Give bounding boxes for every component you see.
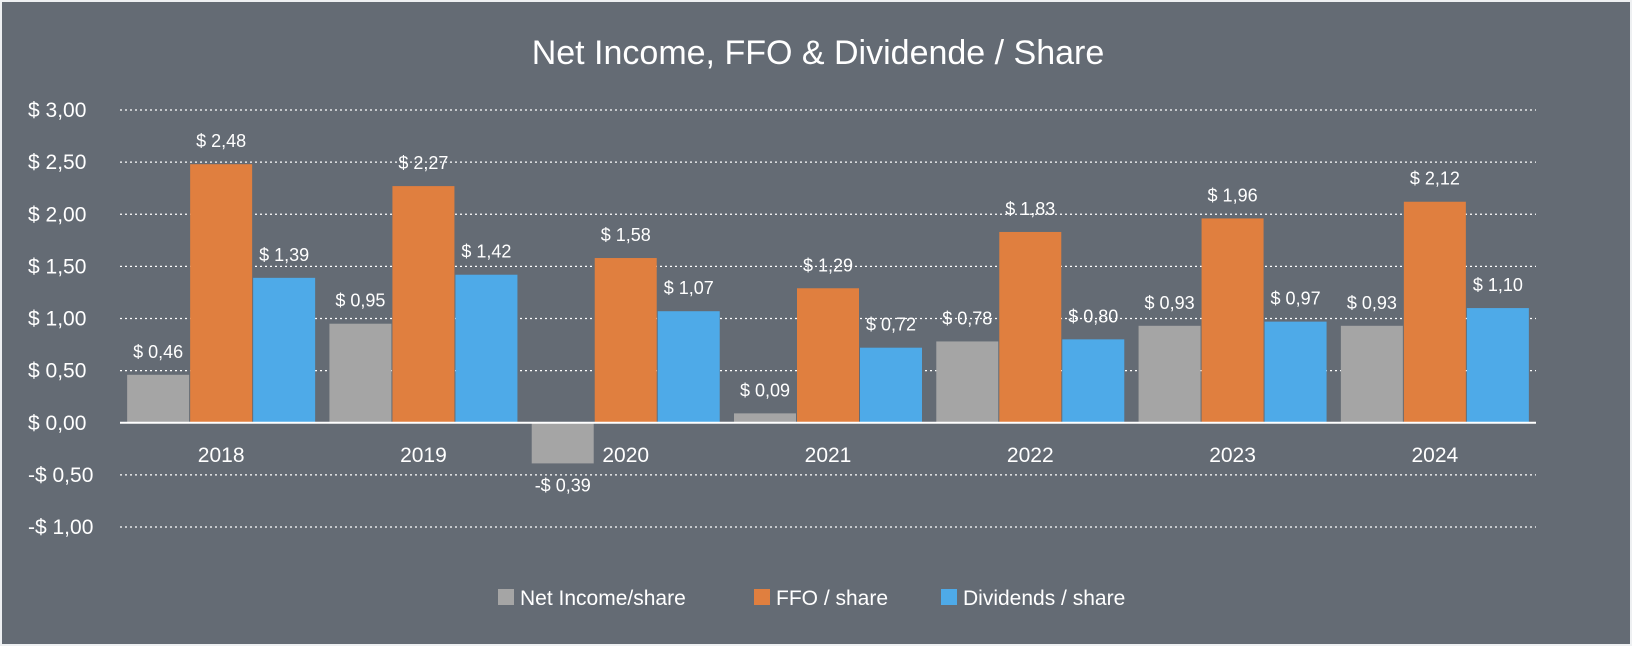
data-label: $ 0,78 (942, 308, 992, 328)
chart-title: Net Income, FFO & Dividende / Share (532, 34, 1105, 72)
y-tick-label: $ 1,50 (28, 255, 86, 278)
data-label: $ 1,58 (601, 225, 651, 245)
data-label: $ 1,96 (1208, 185, 1258, 205)
bar (253, 277, 316, 423)
x-tick-label: 2020 (602, 444, 649, 467)
bar (594, 258, 657, 423)
bar (392, 186, 455, 423)
legend-label: Net Income/share (520, 587, 686, 610)
data-label: $ 0,95 (335, 291, 385, 311)
data-label: $ 0,93 (1145, 293, 1195, 313)
data-label: $ 1,07 (664, 278, 714, 298)
x-axis: 2018 2019 2020 2021 2022 2023 2024 (120, 421, 1536, 467)
bar (999, 231, 1062, 423)
x-tick-label: 2023 (1209, 444, 1256, 467)
data-label: $ 1,42 (461, 242, 511, 262)
x-tick-label: 2022 (1007, 444, 1054, 467)
data-label: $ 2,48 (196, 131, 246, 151)
bar (531, 422, 594, 464)
bar (1340, 325, 1403, 423)
legend-swatch (754, 589, 770, 605)
legend-label: Dividends / share (963, 587, 1125, 610)
y-tick-label: $ 3,00 (28, 99, 86, 122)
bar (797, 288, 859, 423)
data-label: $ 0,09 (740, 380, 790, 400)
bar (860, 347, 922, 423)
bar (936, 341, 999, 423)
bar (1403, 201, 1466, 423)
bar (190, 164, 253, 423)
legend-swatch (941, 589, 957, 605)
data-label: $ 0,46 (133, 342, 183, 362)
y-tick-label: $ 0,00 (28, 412, 86, 435)
legend-swatch (498, 589, 514, 605)
data-label: $ 0,80 (1068, 306, 1118, 326)
bar (1264, 321, 1327, 423)
bar (1466, 308, 1529, 423)
data-labels-layer: $ 0,46 $ 0,95 -$ 0,39 $ 0,09 $ 0,78 $ 0,93 $ 0… (133, 131, 1523, 495)
bar (1201, 218, 1264, 423)
legend: Net Income/share FFO / share Dividends / s… (498, 587, 1125, 610)
bar (657, 311, 720, 423)
data-label: $ 1,29 (803, 255, 853, 275)
bar (455, 274, 518, 423)
data-label: $ 2,27 (398, 153, 448, 173)
x-tick-label: 2018 (198, 444, 245, 467)
legend-label: FFO / share (776, 587, 888, 610)
y-tick-label: $ 2,50 (28, 151, 86, 174)
data-label: $ 2,12 (1410, 169, 1460, 189)
bar (329, 323, 392, 423)
y-tick-label: -$ 1,00 (28, 516, 93, 539)
grid-layer: $ 3,00 $ 2,50 $ 2,00 $ 1,50 $ 1,00 $ 0,50 $ 0,… (28, 99, 1536, 539)
x-tick-label: 2021 (805, 444, 852, 467)
y-tick-label: -$ 0,50 (28, 464, 93, 487)
bar (1062, 339, 1125, 423)
y-tick-label: $ 0,50 (28, 360, 86, 383)
bar (734, 413, 796, 423)
data-label: -$ 0,39 (535, 475, 591, 495)
data-label: $ 0,72 (866, 315, 916, 335)
bar (127, 374, 190, 423)
bars-layer (127, 164, 1529, 464)
data-label: $ 1,10 (1473, 275, 1523, 295)
data-label: $ 0,93 (1347, 293, 1397, 313)
x-tick-label: 2024 (1411, 444, 1458, 467)
data-label: $ 1,83 (1005, 199, 1055, 219)
data-label: $ 1,39 (259, 245, 309, 265)
x-tick-label: 2019 (400, 444, 447, 467)
y-tick-label: $ 1,00 (28, 308, 86, 331)
y-tick-label: $ 2,00 (28, 203, 86, 226)
data-label: $ 0,97 (1271, 289, 1321, 309)
bar (1138, 325, 1201, 423)
